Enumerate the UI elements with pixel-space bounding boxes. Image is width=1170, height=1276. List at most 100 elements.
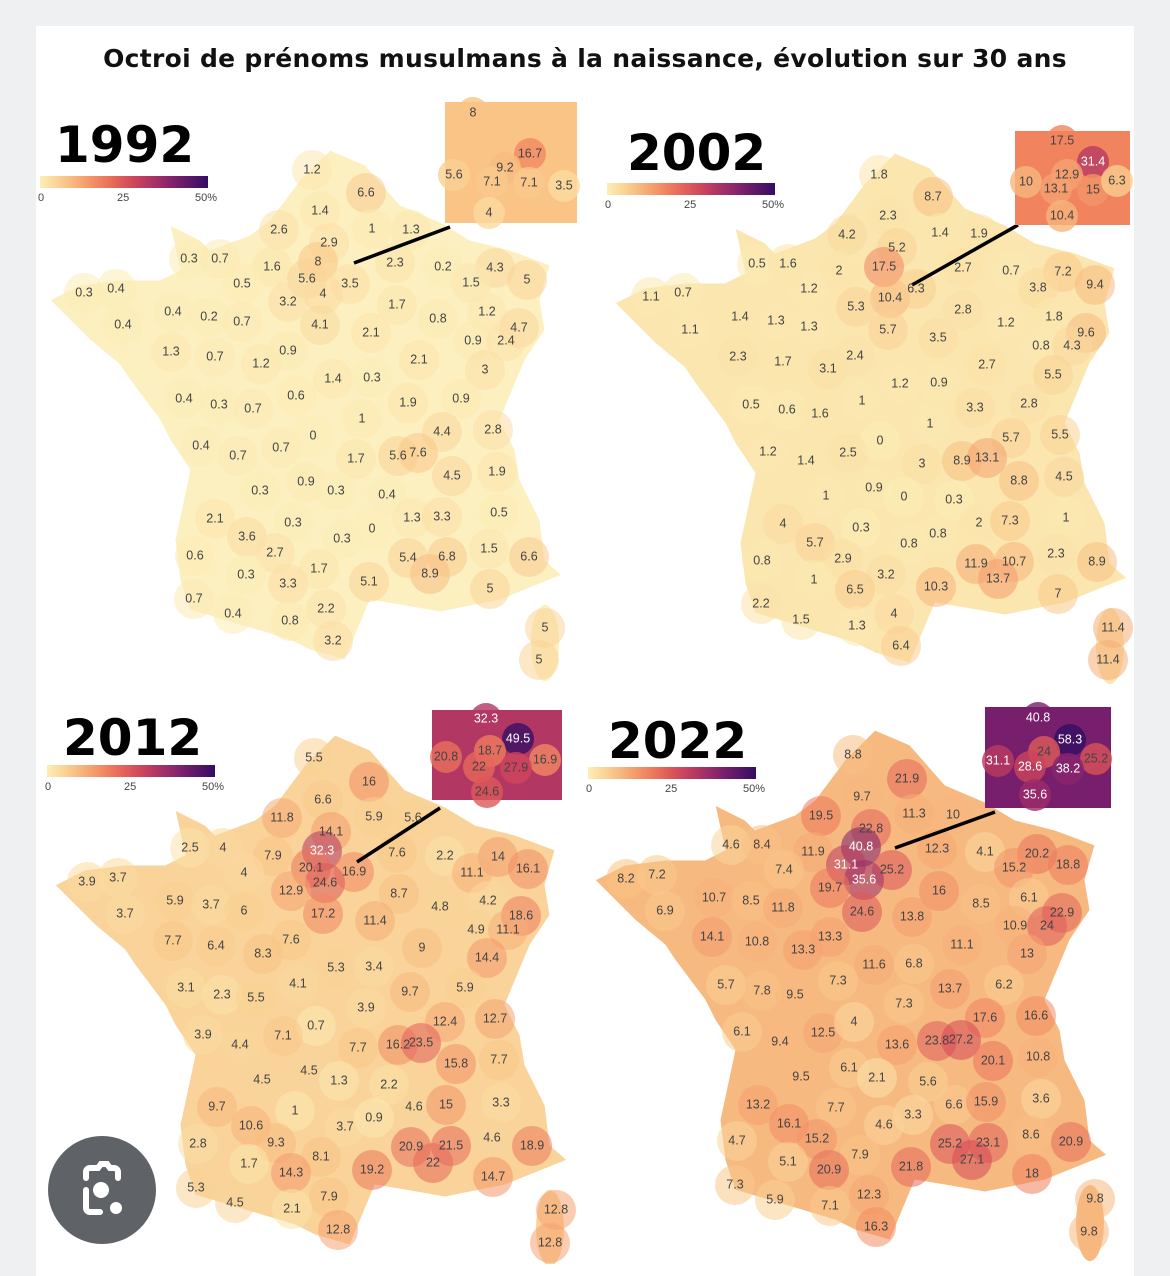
department-region <box>164 379 204 419</box>
lens-button[interactable] <box>48 1136 156 1244</box>
department-value-label: 6.1 <box>733 1024 750 1038</box>
department-value-label: 7.2 <box>1054 264 1071 278</box>
department-region <box>1051 1122 1091 1162</box>
department-region <box>1093 608 1133 648</box>
department-region <box>436 1044 476 1084</box>
department-region <box>259 210 299 250</box>
department-value-label: 0.6 <box>778 402 795 416</box>
department-region <box>351 313 391 353</box>
department-region <box>202 975 242 1015</box>
department-region <box>775 975 815 1015</box>
department-value-label: 6.3 <box>907 281 924 295</box>
inset-value-label: 7.1 <box>520 175 537 189</box>
department-region <box>299 549 339 589</box>
department-value-label: 18 <box>1025 1166 1039 1180</box>
inset-value-label: 8 <box>470 105 477 119</box>
department-value-label: 6.6 <box>520 549 537 563</box>
department-value-label: 5.9 <box>365 809 382 823</box>
department-region <box>301 1137 341 1177</box>
department-region <box>166 968 206 1008</box>
department-region <box>508 849 548 889</box>
department-region <box>892 897 932 937</box>
department-region <box>355 901 395 941</box>
year-title: 2002 <box>627 124 766 182</box>
department-region <box>336 439 376 479</box>
inset-region <box>457 97 489 129</box>
department-value-label: 3 <box>919 456 926 470</box>
department-value-label: 18.6 <box>509 908 533 922</box>
department-value-label: 7.6 <box>409 445 426 459</box>
department-value-label: 1.1 <box>642 289 659 303</box>
department-region <box>399 340 439 380</box>
department-region <box>854 468 894 508</box>
department-region <box>183 1015 223 1055</box>
department-value-label: 6.4 <box>207 938 224 952</box>
department-region <box>413 1143 453 1183</box>
department-region <box>218 436 258 476</box>
department-region <box>472 1118 512 1158</box>
legend-tick-label: 50% <box>762 199 784 211</box>
department-value-label: 0.2 <box>200 309 217 323</box>
department-region <box>377 285 417 325</box>
department-region <box>868 196 908 236</box>
department-value-label: 6.9 <box>656 903 673 917</box>
inset-region <box>1022 702 1054 734</box>
department-value-label: 2.1 <box>410 352 427 366</box>
department-region <box>836 287 876 327</box>
department-region <box>402 928 442 968</box>
department-region <box>191 885 231 925</box>
department-region <box>670 310 710 350</box>
inset-value-label: 31.4 <box>1081 154 1105 168</box>
department-region <box>902 444 942 484</box>
department-region <box>1046 498 1086 538</box>
department-value-label: 8.5 <box>742 893 759 907</box>
department-value-label: 1 <box>369 221 376 235</box>
department-region <box>151 332 191 372</box>
department-region <box>316 948 356 988</box>
department-region <box>999 461 1039 501</box>
department-region <box>835 336 875 376</box>
department-value-label: 1.5 <box>480 541 497 555</box>
department-region <box>220 1025 260 1065</box>
department-region <box>1018 1037 1058 1077</box>
department-region <box>410 554 450 594</box>
department-value-label: 2.4 <box>846 348 863 362</box>
department-value-label: 4.1 <box>289 976 306 990</box>
department-value-label: 0 <box>310 428 317 442</box>
inset-value-label: 6.3 <box>1108 173 1125 187</box>
department-value-label: 4.3 <box>1063 338 1080 352</box>
department-value-label: 2.2 <box>752 596 769 610</box>
department-value-label: 1.7 <box>240 1156 257 1170</box>
department-value-label: 18.8 <box>1056 857 1080 871</box>
department-region <box>1048 845 1088 885</box>
department-value-label: 12.8 <box>544 1202 568 1216</box>
department-region <box>303 780 343 820</box>
inset-value-label: 24 <box>1037 744 1051 758</box>
department-value-label: 11.1 <box>496 922 519 936</box>
department-region <box>1075 265 1115 305</box>
inset-value-label: 12.9 <box>1055 167 1079 181</box>
department-value-label: 5.6 <box>919 1074 936 1088</box>
department-region <box>913 177 953 217</box>
department-value-label: 1.9 <box>399 395 416 409</box>
inset-region <box>1010 166 1042 198</box>
department-region <box>986 303 1026 343</box>
department-value-label: 6.2 <box>995 977 1012 991</box>
department-value-label: 20.9 <box>817 1162 841 1176</box>
department-value-label: 0.3 <box>333 531 350 545</box>
department-region <box>637 855 677 895</box>
department-region <box>271 871 311 911</box>
department-value-label: 6.8 <box>438 549 455 563</box>
department-value-label: 7.7 <box>349 1040 366 1054</box>
department-region <box>967 438 1007 478</box>
inset-region <box>1046 200 1078 232</box>
department-value-label: 24.6 <box>850 904 874 918</box>
department-value-label: 2.2 <box>317 601 334 615</box>
inset-region <box>1101 165 1133 197</box>
department-region <box>477 452 517 492</box>
department-value-label: 17.6 <box>973 1010 997 1024</box>
department-region <box>392 498 432 538</box>
department-value-label: 5.6 <box>298 271 315 285</box>
department-region <box>303 894 343 934</box>
